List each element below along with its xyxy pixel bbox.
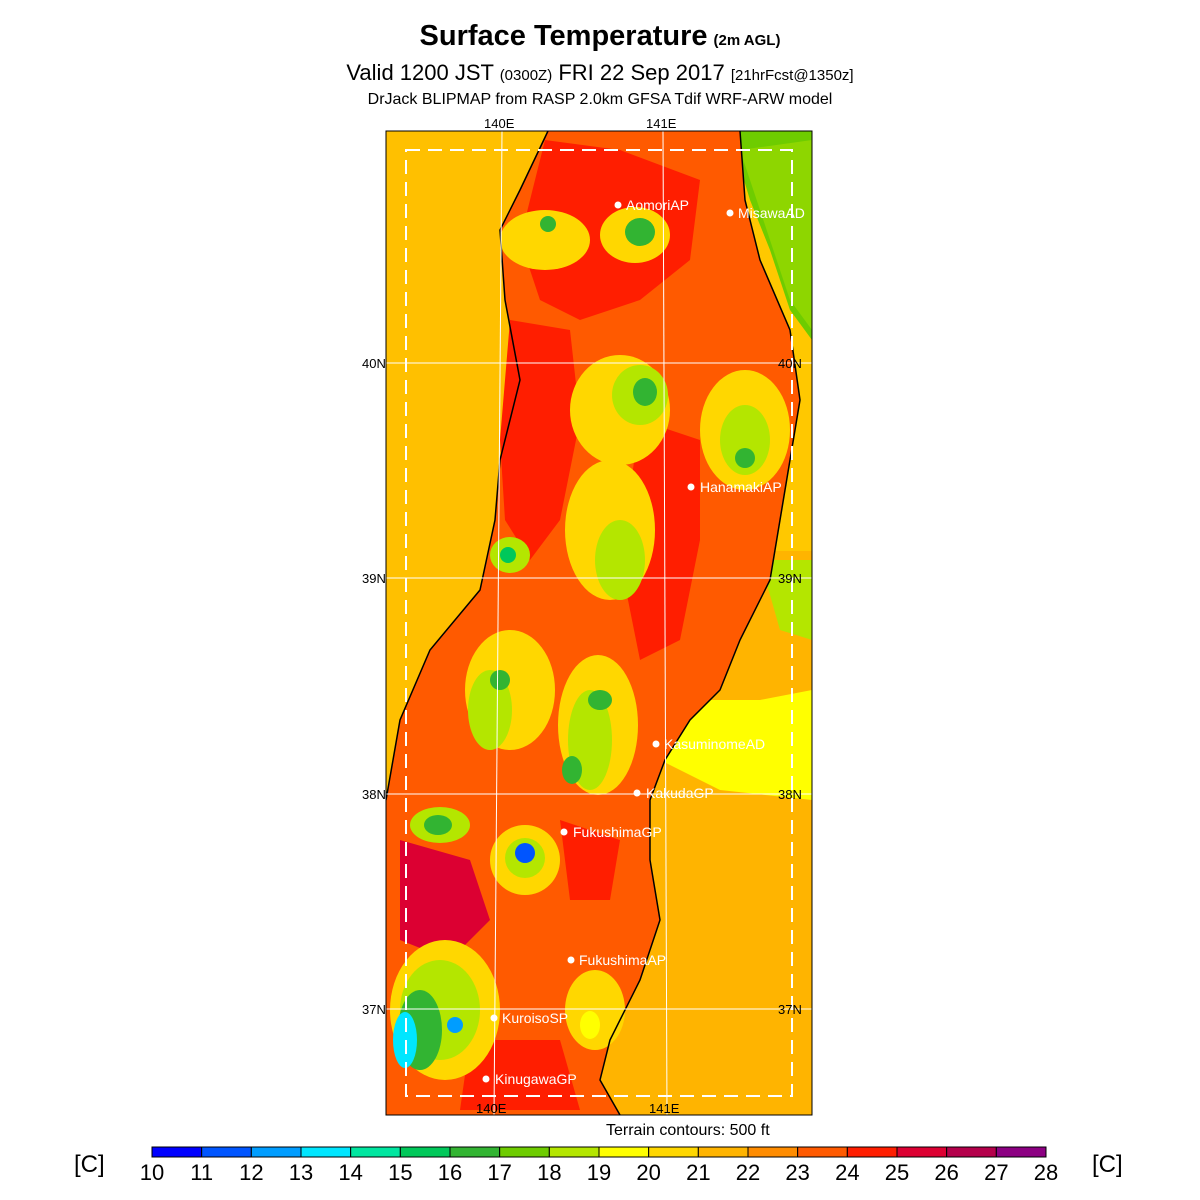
- colorbar-tick-label: 24: [835, 1160, 860, 1185]
- lat-label-37n-right: 37N: [778, 1002, 802, 1017]
- west-coastline: [386, 131, 549, 801]
- station-dot-aomori: [614, 201, 622, 209]
- model-line: DrJack BLIPMAP from RASP 2.0km GFSA Tdif…: [367, 91, 833, 108]
- colorbar-swatch: [201, 1146, 252, 1158]
- lat-label-39n-left: 39N: [362, 571, 386, 586]
- colorbar-swatch: [399, 1146, 451, 1158]
- colorbar-swatch: [648, 1146, 699, 1158]
- colorbar-swatch: [548, 1146, 600, 1158]
- colorbar-tick-label: 21: [686, 1160, 711, 1185]
- colorbar-tick-label: 22: [735, 1160, 761, 1185]
- station-dot-fukushima-gp: [560, 828, 568, 836]
- station-label-misawa: MisawaAD: [738, 205, 805, 221]
- station-dot-kinugawa: [482, 1075, 490, 1083]
- sendai-bay: [660, 690, 812, 800]
- colorbar: [151, 1146, 1047, 1158]
- lat-label-38n-right: 38N: [778, 787, 802, 802]
- lat-label-38n-left: 38N: [362, 787, 386, 802]
- colorbar-swatch: [747, 1146, 799, 1158]
- colorbar-tick-label: 23: [785, 1160, 810, 1185]
- colorbar-swatch: [946, 1146, 997, 1158]
- temperature-field: [386, 131, 812, 1115]
- station-dot-misawa: [726, 209, 734, 217]
- station-label-hanamaki: HanamakiAP: [700, 479, 782, 495]
- station-label-aomori: AomoriAP: [626, 197, 690, 213]
- colorbar-swatch: [846, 1146, 898, 1158]
- station-dot-fukushima-ap: [567, 956, 575, 964]
- mountain-ridges: [390, 207, 790, 1080]
- title-text: Surface Temperature: [419, 20, 708, 52]
- colorbar-tick-label: 27: [984, 1160, 1009, 1185]
- colorbar-tick-label: 25: [884, 1160, 910, 1185]
- station-dot-kakuda: [633, 789, 641, 797]
- forecast-info: [21hrFcst@1350z]: [730, 67, 854, 84]
- map-frame: [385, 130, 813, 1116]
- colorbar-tick-label: 14: [338, 1160, 363, 1185]
- title-block: Surface Temperature (2m AGL) Valid 1200 J…: [0, 18, 1200, 110]
- colorbar-tick-label: 16: [437, 1160, 463, 1185]
- station-label-kakuda: KakudaGP: [646, 785, 714, 801]
- station-label-kinugawa: KinugawaGP: [495, 1071, 577, 1087]
- terrain-contour-note: Terrain contours: 500 ft: [606, 1122, 770, 1139]
- valid-date: FRI 22 Sep 2017: [558, 60, 725, 85]
- lat-label-39n-right: 39N: [778, 571, 802, 586]
- station-label-kasuminome: KasuminomeAD: [664, 736, 766, 752]
- station-markers: [482, 201, 734, 1083]
- map-title: Surface Temperature (2m AGL): [0, 18, 1200, 59]
- station-dot-kasuminome: [652, 740, 660, 748]
- colorbar-unit-right: [C]: [1092, 1151, 1123, 1178]
- valid-utc: (0300Z): [499, 67, 553, 84]
- colorbar-tick-label: 10: [139, 1160, 165, 1185]
- station-dot-hanamaki: [687, 483, 695, 491]
- lat-label-40n-right: 40N: [778, 356, 802, 371]
- colorbar-tick-label: 28: [1033, 1160, 1059, 1185]
- lon-label-140e-top: 140E: [484, 116, 515, 131]
- colorbar-swatch: [697, 1146, 749, 1158]
- lat-label-40n-left: 40N: [362, 356, 386, 371]
- colorbar-swatch: [995, 1146, 1047, 1158]
- colorbar-swatch: [250, 1146, 302, 1158]
- lon-label-141e-top: 141E: [646, 116, 677, 131]
- lon-label-141e-bottom: 141E: [649, 1101, 680, 1116]
- station-label-fukushima-gp: FukushimaGP: [573, 824, 662, 840]
- colorbar-swatch: [449, 1146, 501, 1158]
- land-mass: [386, 131, 800, 1115]
- valid-time-line: Valid 1200 JST (0300Z) FRI 22 Sep 2017 […: [0, 59, 1200, 90]
- colorbar-swatch: [350, 1146, 401, 1158]
- station-label-kuroiso: KuroisoSP: [502, 1010, 569, 1026]
- inner-domain-boundary: [405, 149, 793, 1097]
- colorbar-swatch: [896, 1146, 948, 1158]
- valid-prefix: Valid 1200 JST: [346, 60, 494, 85]
- colorbar-tick-label: 11: [190, 1160, 214, 1185]
- colorbar-tick-label: 17: [487, 1160, 512, 1185]
- colorbar-swatch: [499, 1146, 550, 1158]
- colorbar-tick-label: 12: [239, 1160, 264, 1185]
- lat-label-37n-left: 37N: [362, 1002, 386, 1017]
- colorbar-swatch: [300, 1146, 352, 1158]
- colorbar-swatch: [151, 1146, 203, 1158]
- colorbar-tick-label: 26: [934, 1160, 959, 1185]
- station-label-fukushima-ap: FukushimaAP: [579, 952, 667, 968]
- colorbar-tick-label: 19: [586, 1160, 612, 1185]
- east-coastline: [599, 131, 801, 1115]
- colorbar-tick-label: 15: [388, 1160, 413, 1185]
- colorbar-swatch: [797, 1146, 848, 1158]
- colorbar-unit-left: [C]: [74, 1151, 105, 1178]
- colorbar-tick-label: 18: [537, 1160, 562, 1185]
- colorbar-tick-label: 13: [288, 1160, 314, 1185]
- lon-label-140e-bottom: 140E: [476, 1101, 507, 1116]
- colorbar-swatch: [598, 1146, 650, 1158]
- colorbar-tick-label: 20: [636, 1160, 661, 1185]
- title-subtext: (2m AGL): [713, 32, 781, 49]
- graticule: [386, 131, 812, 1115]
- station-dot-kuroiso: [490, 1014, 498, 1022]
